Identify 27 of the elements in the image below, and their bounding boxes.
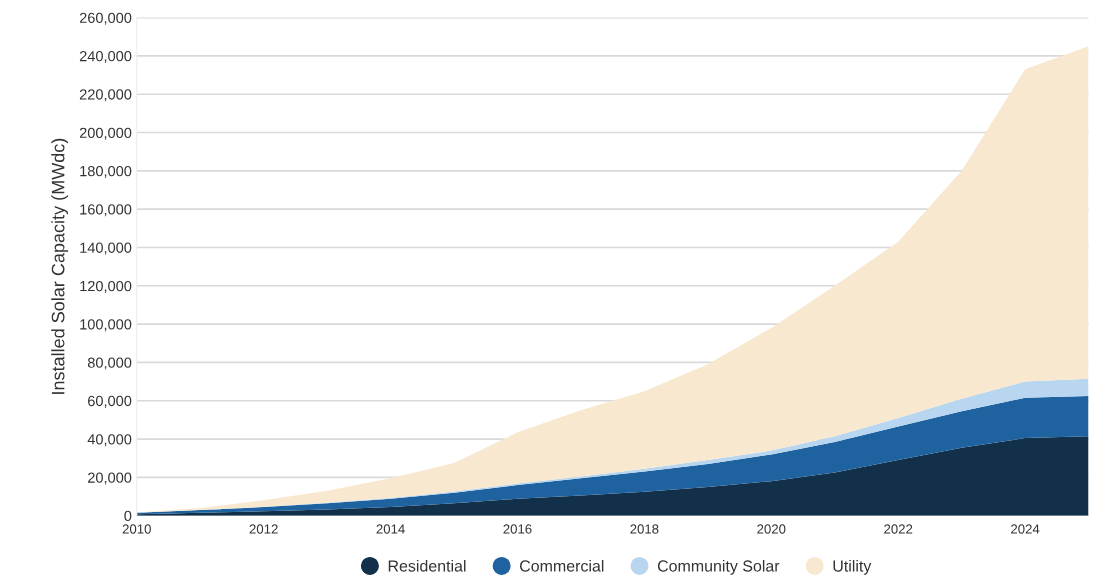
y-tick-label: 220,000 <box>79 89 132 102</box>
y-tick-label: 180,000 <box>80 165 132 178</box>
y-tick-label: 60,000 <box>88 395 132 408</box>
y-tick-label: 120,000 <box>80 280 132 293</box>
y-tick-label: 140,000 <box>80 242 132 255</box>
y-tick-label: 40,000 <box>87 434 132 447</box>
y-tick-label: 160,000 <box>80 204 132 217</box>
y-tick-label: 20,000 <box>88 472 132 485</box>
x-tick-label: 2024 <box>1011 524 1040 534</box>
y-tick-label: 80,000 <box>87 357 132 370</box>
y-axis-title: Installed Solar Capacity (MWdc) <box>51 138 69 394</box>
legend-label: Residential <box>388 559 466 572</box>
y-tick-label: 0 <box>124 510 132 522</box>
x-tick-label: 2014 <box>376 524 405 534</box>
legend-label: Community Solar <box>657 559 780 575</box>
x-tick-label: 2012 <box>249 524 278 534</box>
x-tick-label: 2018 <box>630 524 659 534</box>
x-tick-label: 2016 <box>503 524 532 534</box>
y-tick-label: 260,000 <box>79 12 132 25</box>
y-tick-label: 240,000 <box>79 51 132 64</box>
x-tick-label: 2010 <box>122 524 151 534</box>
legend-label: Utility <box>833 559 872 575</box>
y-tick-label: 100,000 <box>80 319 132 332</box>
x-tick-label: 2020 <box>757 524 786 534</box>
legend-label: Commercial <box>520 559 604 572</box>
y-tick-label: 200,000 <box>79 127 132 140</box>
x-tick-label: 2022 <box>884 524 913 534</box>
